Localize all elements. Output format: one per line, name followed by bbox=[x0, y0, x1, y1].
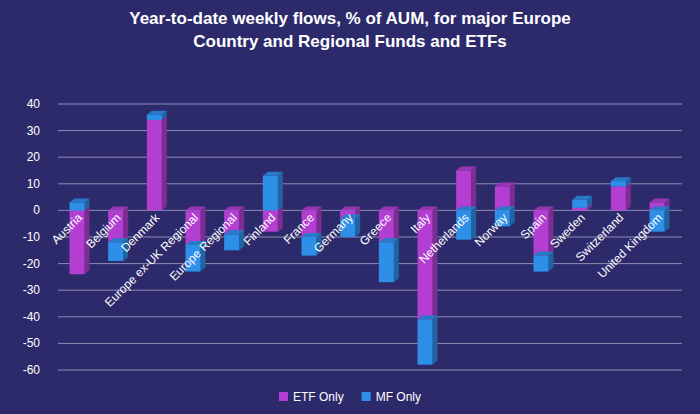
bar-top bbox=[186, 206, 206, 210]
y-tick-label: -60 bbox=[23, 363, 41, 377]
y-tick-label: 10 bbox=[27, 177, 41, 191]
legend-label: MF Only bbox=[376, 390, 421, 404]
bar-side bbox=[317, 206, 322, 237]
grid-line bbox=[58, 104, 682, 105]
bar-side bbox=[665, 206, 670, 231]
bar bbox=[572, 208, 587, 211]
legend-swatch bbox=[279, 392, 288, 401]
y-tick-label: 20 bbox=[27, 150, 41, 164]
bar-top bbox=[224, 206, 244, 210]
bar-side bbox=[471, 167, 476, 211]
x-tick-label: Greece bbox=[357, 210, 395, 248]
y-tick-label: -20 bbox=[23, 257, 41, 271]
bar-top bbox=[534, 206, 554, 210]
grid-line bbox=[58, 370, 682, 371]
bar-top bbox=[650, 206, 670, 210]
bar-top bbox=[456, 167, 476, 171]
x-tick-label: Germany bbox=[311, 211, 356, 256]
x-tick-label: Norway bbox=[472, 211, 511, 250]
bar bbox=[534, 256, 549, 272]
bar-side bbox=[239, 206, 244, 234]
legend-swatch bbox=[362, 392, 371, 401]
bar-side bbox=[433, 206, 438, 319]
bar-top bbox=[302, 206, 322, 210]
bar-top bbox=[495, 206, 515, 210]
y-tick-label: -30 bbox=[23, 283, 41, 297]
x-tick-label: Finland bbox=[241, 211, 279, 249]
bar-top bbox=[379, 206, 399, 210]
bar bbox=[611, 181, 626, 186]
bar bbox=[147, 120, 162, 210]
legend-label: ETF Only bbox=[293, 390, 344, 404]
grid-line bbox=[58, 290, 682, 291]
x-tick-label: United Kingdom bbox=[595, 211, 665, 281]
bar-top bbox=[418, 206, 438, 210]
bar-side bbox=[278, 206, 283, 231]
bar-top bbox=[340, 206, 360, 210]
bar-top bbox=[302, 233, 322, 237]
bars bbox=[70, 111, 670, 365]
bar-top bbox=[650, 198, 670, 202]
bar-top bbox=[534, 252, 554, 256]
bar-top bbox=[108, 206, 128, 210]
title-line: Country and Regional Funds and ETFs bbox=[193, 32, 507, 51]
bar-side bbox=[394, 206, 399, 242]
bar-side bbox=[626, 182, 631, 210]
bar-side bbox=[510, 182, 515, 210]
y-tick-label: 0 bbox=[33, 203, 40, 217]
bar-side bbox=[549, 206, 554, 255]
bar bbox=[70, 202, 85, 210]
bar bbox=[572, 200, 587, 208]
x-tick-label: France bbox=[281, 210, 318, 247]
background bbox=[0, 0, 700, 414]
grid-line bbox=[58, 343, 682, 344]
title-line: Year-to-date weekly flows, % of AUM, for… bbox=[129, 9, 570, 28]
bar-side bbox=[433, 315, 438, 364]
bar bbox=[418, 319, 433, 364]
bar-side bbox=[162, 116, 167, 210]
bar-top bbox=[379, 238, 399, 242]
x-tick-label: Netherlands bbox=[416, 211, 472, 267]
bar bbox=[456, 171, 471, 211]
bar bbox=[147, 115, 162, 120]
y-tick-label: -10 bbox=[23, 230, 41, 244]
x-tick-label: Europe Regional bbox=[167, 211, 240, 284]
bar bbox=[224, 234, 239, 250]
bar bbox=[611, 186, 626, 210]
bar bbox=[379, 242, 394, 282]
bar-side bbox=[394, 238, 399, 282]
y-tick-label: -50 bbox=[23, 336, 41, 350]
chart: Year-to-date weekly flows, % of AUM, for… bbox=[0, 0, 700, 414]
grid-line bbox=[58, 316, 682, 317]
bar-top bbox=[147, 111, 167, 115]
bar-top bbox=[263, 172, 283, 176]
bar-top bbox=[572, 196, 592, 200]
bar-top bbox=[456, 206, 476, 210]
x-tick-label: Austria bbox=[49, 210, 86, 247]
y-tick-label: -40 bbox=[23, 310, 41, 324]
bar-top bbox=[495, 182, 515, 186]
x-tick-label: Italy bbox=[408, 211, 433, 236]
bar-top bbox=[611, 177, 631, 181]
bar-top bbox=[418, 315, 438, 319]
y-tick-label: 40 bbox=[27, 97, 41, 111]
legend: ETF Only MF Only bbox=[279, 390, 421, 404]
y-tick-label: 30 bbox=[27, 124, 41, 138]
bar-side bbox=[278, 172, 283, 211]
bar-top bbox=[70, 198, 90, 202]
bar bbox=[263, 176, 278, 211]
title: Year-to-date weekly flows, % of AUM, for… bbox=[129, 9, 570, 51]
x-tick-label: Spain bbox=[518, 211, 550, 243]
